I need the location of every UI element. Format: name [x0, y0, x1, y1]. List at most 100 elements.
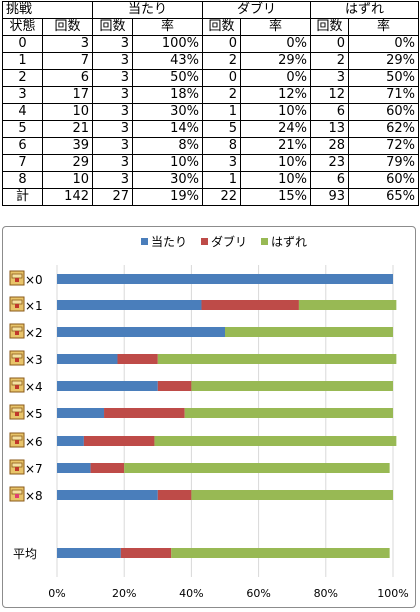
bar-segment	[57, 354, 118, 364]
x-tick-label: 100%	[377, 587, 408, 600]
category-label: 平均	[13, 547, 37, 561]
table-cell: 8	[2, 171, 43, 189]
table-cell: 3	[92, 52, 133, 70]
table-cell: 17	[42, 86, 93, 104]
legend-label: ダブリ	[211, 234, 247, 249]
table-row: 4 10 3 30% 1 10% 6 60%	[2, 103, 419, 121]
table-row: 0 3 3 100% 0 0% 0 0%	[2, 35, 419, 53]
table-cell: 3	[92, 137, 133, 155]
category-label: ×3	[25, 353, 43, 367]
bar-segment	[57, 327, 225, 337]
category-label: ×5	[25, 407, 43, 421]
table-cell: 3	[92, 35, 133, 53]
table-cell: 65%	[348, 188, 419, 206]
chest-lock	[15, 440, 19, 444]
category-label: ×2	[25, 326, 43, 340]
table-cell: 3	[92, 86, 133, 104]
bar-segment	[57, 436, 84, 446]
bar-segment	[57, 548, 121, 558]
legend-label: 当たり	[151, 235, 187, 249]
table-cell: 22	[202, 188, 241, 206]
table-cell: 0	[202, 35, 241, 53]
table-cell: 21	[42, 120, 93, 138]
table-column-header: 状態	[2, 18, 43, 36]
table-cell: 19%	[132, 188, 203, 206]
bar-segment	[83, 436, 155, 446]
table-cell: 12	[310, 86, 349, 104]
bar-segment	[184, 408, 393, 418]
table-group-header: はずれ	[310, 1, 419, 19]
legend-swatch	[261, 238, 268, 245]
bar-segment	[57, 408, 105, 418]
table-cell: 3	[92, 103, 133, 121]
x-tick-label: 80%	[314, 587, 338, 600]
table-cell: 4	[2, 103, 43, 121]
table-cell: 60%	[348, 103, 419, 121]
bar-segment	[57, 463, 91, 473]
table-row: 3 17 3 18% 2 12% 12 71%	[2, 86, 419, 104]
chart: 0% 20% 40% 60% 80% 100% 当たり ダブリ はずれ ×0 ×1 ×2 ×3 ×4 ×5 ×…	[9, 234, 409, 600]
table-cell: 12%	[240, 86, 311, 104]
bar-segment	[191, 381, 393, 391]
chest-lock	[15, 358, 19, 362]
table-cell: 5	[202, 120, 241, 138]
table-subheader-row: 状態 回数 回数率回数率回数率	[2, 18, 419, 36]
bar-segment	[225, 327, 393, 337]
table-cell: 29%	[348, 52, 419, 70]
table-cell: 1	[202, 171, 241, 189]
bar-segment	[124, 463, 390, 473]
table-cell: 3	[310, 69, 349, 87]
table-group-header: 挑戦	[2, 1, 93, 19]
table-cell: 60%	[348, 171, 419, 189]
table-cell: 72%	[348, 137, 419, 155]
table-cell: 2	[202, 52, 241, 70]
category-label: ×0	[25, 273, 43, 287]
table-row: 計 142 27 19% 22 15% 93 65%	[2, 188, 419, 206]
table-cell: 29%	[240, 52, 311, 70]
table-cell: 30%	[132, 103, 203, 121]
bar-segment	[191, 490, 393, 500]
table-cell: 62%	[348, 120, 419, 138]
bar-segment	[157, 381, 192, 391]
bar-segment	[120, 548, 172, 558]
table-row: 5 21 3 14% 5 24% 13 62%	[2, 120, 419, 138]
table-cell: 21%	[240, 137, 311, 155]
table-cell: 10%	[240, 171, 311, 189]
table-column-header: 回数	[92, 18, 133, 36]
chest-lock	[15, 494, 19, 498]
table-row: 6 39 3 8% 8 21% 28 72%	[2, 137, 419, 155]
legend-swatch	[141, 238, 148, 245]
table-cell: 6	[2, 137, 43, 155]
table-cell: 10%	[240, 154, 311, 172]
table-cell: 5	[2, 120, 43, 138]
table-cell: 2	[202, 86, 241, 104]
bar-segment	[117, 354, 158, 364]
table-cell: 24%	[240, 120, 311, 138]
table-cell: 142	[42, 188, 93, 206]
chest-lock	[15, 412, 19, 416]
table-cell: 14%	[132, 120, 203, 138]
table-cell: 計	[2, 188, 43, 206]
table-cell: 100%	[132, 35, 203, 53]
table-cell: 8	[202, 137, 241, 155]
table-cell: 7	[42, 52, 93, 70]
table-cell: 28	[310, 137, 349, 155]
chest-lock	[15, 385, 19, 389]
chart-frame: 0% 20% 40% 60% 80% 100% 当たり ダブリ はずれ ×0 ×1 ×2 ×3 ×4 ×5 ×…	[2, 226, 416, 608]
table-cell: 93	[310, 188, 349, 206]
table-cell: 79%	[348, 154, 419, 172]
bar-segment	[104, 408, 185, 418]
table-cell: 71%	[348, 86, 419, 104]
bar-segment	[57, 300, 202, 310]
table-column-header: 回数	[310, 18, 349, 36]
table-cell: 0%	[240, 69, 311, 87]
category-label: ×6	[25, 435, 43, 449]
table-cell: 0%	[240, 35, 311, 53]
bar-segment	[171, 548, 390, 558]
chest-lock	[15, 331, 19, 335]
table-cell: 6	[310, 103, 349, 121]
table-row: 8 10 3 30% 1 10% 6 60%	[2, 171, 419, 189]
table-cell: 10%	[132, 154, 203, 172]
table-cell: 39	[42, 137, 93, 155]
legend-label: はずれ	[271, 235, 307, 249]
